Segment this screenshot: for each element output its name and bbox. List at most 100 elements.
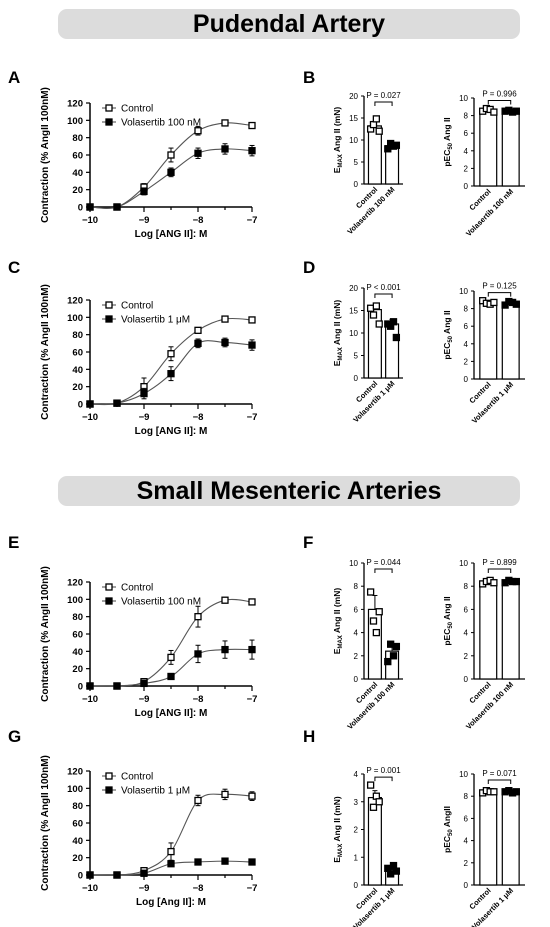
y-tick-label: 5 [354, 158, 359, 167]
section-banner-mesenteric: Small Mesenteric Arteries [58, 476, 520, 506]
bar-control [479, 791, 498, 886]
point-control [375, 127, 383, 135]
data-point-treatment [86, 203, 94, 211]
legend-label: Volasertib 100 nM [121, 597, 201, 608]
significance-bracket [487, 100, 512, 105]
x-axis-label: Log [ANG II]: M [135, 229, 208, 240]
data-point-control [167, 847, 175, 856]
y-tick-label: 60 [72, 819, 83, 830]
y-tick-label: 15 [349, 307, 358, 316]
x-axis-label: Log [Ang II]: M [136, 897, 206, 908]
y-tick-label: 4 [464, 837, 469, 846]
bar-treatment [501, 110, 520, 187]
data-point-treatment [248, 645, 256, 654]
point-treatment [392, 333, 401, 342]
point-control [375, 798, 383, 806]
panel-letter: H [303, 727, 315, 746]
y-tick-label: 40 [72, 365, 83, 376]
significance-bracket [487, 568, 512, 573]
y-tick-label: 6 [464, 814, 469, 823]
p-value-label: P = 0.027 [366, 91, 401, 100]
data-point-control [194, 613, 202, 621]
legend-label: Control [121, 772, 153, 783]
data-point-control [221, 596, 229, 604]
data-point-treatment [194, 339, 202, 347]
y-tick-label: 0 [464, 675, 469, 684]
y-axis-label: EMAX Ang II (mN) [332, 796, 344, 863]
y-tick-label: 0 [354, 881, 359, 890]
y-tick-label: 60 [72, 630, 83, 641]
data-point-control [221, 790, 229, 799]
y-axis-label: Contraction (% AngII 100nM) [40, 284, 51, 420]
significance-bracket [487, 292, 512, 297]
bar-treatment [385, 323, 400, 379]
point-treatment [392, 642, 401, 651]
point-control [372, 115, 381, 123]
panel-letter: A [8, 68, 20, 87]
y-tick-label: 10 [349, 136, 358, 145]
x-tick-label: −7 [247, 215, 258, 226]
p-value-label: P = 0.125 [482, 282, 517, 291]
legend-marker [105, 118, 113, 126]
section-banner-pudendal: Pudendal Artery [58, 9, 520, 39]
point-control [490, 298, 498, 307]
data-point-control [248, 316, 256, 324]
y-tick-label: 60 [72, 348, 83, 359]
data-point-control [167, 653, 175, 662]
significance-bracket [374, 776, 393, 782]
x-tick-label: −9 [139, 883, 150, 894]
point-treatment [512, 300, 520, 308]
y-tick-label: 15 [349, 114, 358, 123]
y-tick-label: 80 [72, 801, 83, 812]
point-treatment [384, 657, 392, 666]
y-axis-label: pEC50 AngII [442, 806, 454, 853]
y-tick-label: 10 [349, 559, 358, 568]
y-tick-label: 5 [354, 352, 359, 361]
point-treatment [389, 652, 398, 660]
y-tick-label: 0 [354, 374, 359, 383]
y-tick-label: 4 [354, 770, 359, 779]
series-line-control [89, 317, 253, 406]
point-control [369, 803, 378, 811]
y-tick-label: 120 [67, 296, 83, 307]
y-tick-label: 100 [67, 116, 83, 127]
point-treatment [512, 107, 520, 115]
data-point-control [194, 796, 202, 805]
legend-marker [105, 772, 113, 780]
legend-label: Volasertib 1 μM [121, 315, 190, 326]
legend-marker [105, 786, 113, 794]
y-axis-label: pEC50 Ang II [442, 310, 454, 359]
y-tick-label: 8 [464, 112, 469, 121]
legend-marker [105, 315, 113, 323]
data-point-control [221, 119, 229, 127]
x-tick-label: −10 [82, 883, 98, 894]
y-tick-label: 0 [78, 871, 83, 882]
y-axis-label: pEC50 Ang II [442, 596, 454, 645]
y-axis-label: pEC50 Ang II [442, 117, 454, 166]
y-tick-label: 40 [72, 836, 83, 847]
data-point-treatment [248, 341, 256, 349]
data-point-control [248, 792, 256, 800]
panel-letter: B [303, 68, 315, 87]
data-point-treatment [113, 203, 121, 211]
data-point-treatment [86, 400, 94, 408]
y-tick-label: 0 [78, 203, 83, 214]
y-tick-label: 120 [67, 99, 83, 110]
y-tick-label: 20 [72, 664, 83, 675]
data-point-treatment [194, 650, 202, 658]
y-tick-label: 6 [464, 129, 469, 138]
point-control [490, 788, 498, 796]
x-tick-label: −7 [247, 694, 258, 705]
y-tick-label: 120 [67, 578, 83, 589]
point-control [490, 108, 498, 116]
data-point-treatment [86, 871, 94, 879]
y-tick-label: 6 [464, 605, 469, 614]
data-point-treatment [167, 672, 175, 681]
y-tick-label: 20 [349, 92, 358, 101]
significance-bracket [374, 568, 393, 573]
x-axis-label: Log [ANG II]: M [135, 426, 208, 437]
panel-letter: C [8, 258, 20, 277]
p-value-label: P = 0.044 [366, 558, 401, 567]
x-tick-label: −8 [193, 883, 204, 894]
legend-marker [105, 597, 113, 605]
